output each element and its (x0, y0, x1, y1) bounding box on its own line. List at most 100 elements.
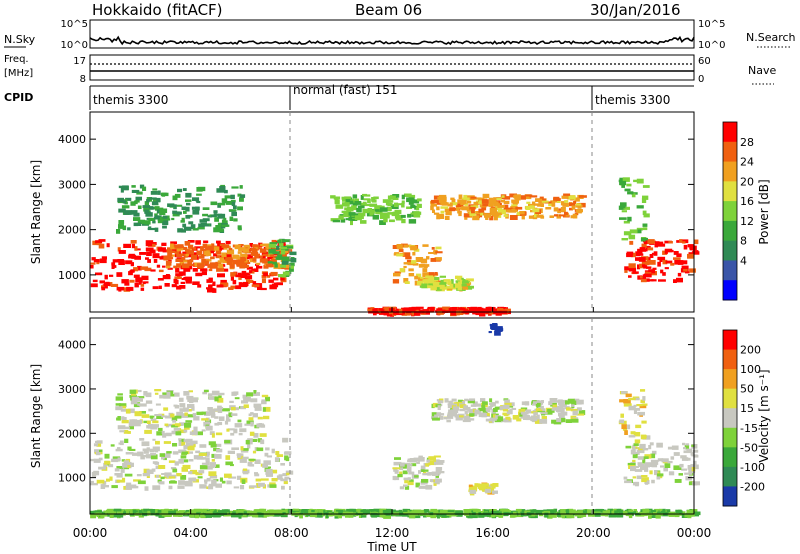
data-cell (215, 255, 223, 259)
data-cell (202, 218, 210, 222)
data-cell (693, 460, 697, 465)
data-cell (138, 510, 143, 513)
data-cell (268, 248, 276, 254)
data-cell (232, 511, 236, 515)
data-cell (427, 510, 432, 514)
data-cell (369, 211, 374, 216)
data-cell (217, 408, 223, 413)
data-cell (463, 509, 472, 513)
data-cell (173, 278, 178, 284)
data-cell (233, 218, 238, 222)
data-cell (125, 260, 133, 265)
data-cell (216, 284, 224, 288)
data-cell (379, 207, 388, 212)
data-cell (96, 440, 103, 444)
data-cell (626, 183, 632, 187)
data-cell (693, 239, 699, 245)
data-cell (254, 255, 260, 259)
data-cell (501, 209, 506, 215)
data-cell (192, 247, 197, 250)
data-cell (676, 510, 683, 514)
data-cell (229, 257, 234, 260)
data-cell (557, 400, 565, 406)
data-cell (636, 449, 645, 454)
data-cell (516, 418, 522, 422)
data-cell (204, 480, 208, 484)
data-cell (186, 395, 194, 400)
data-cell (633, 509, 637, 512)
data-cell (206, 477, 211, 482)
data-cell (189, 513, 195, 518)
data-cell (488, 197, 494, 201)
data-cell (439, 510, 448, 515)
data-cell (135, 196, 142, 201)
data-cell (655, 513, 661, 519)
date-title: 30/Jan/2016 (590, 1, 681, 19)
data-cell (145, 243, 153, 247)
data-cell (154, 213, 158, 216)
data-cell (493, 311, 497, 314)
data-cell (497, 416, 504, 422)
data-cell (137, 403, 141, 406)
data-cell (519, 211, 525, 215)
data-cell (647, 239, 655, 244)
data-cell (225, 240, 231, 245)
data-cell (211, 459, 215, 462)
data-cell (144, 486, 149, 491)
data-cell (145, 392, 152, 398)
data-cell (530, 509, 535, 514)
data-cell (152, 188, 158, 191)
data-cell (117, 197, 124, 203)
data-cell (457, 277, 462, 281)
data-cell (183, 444, 190, 450)
data-cell (131, 396, 140, 401)
data-cell (636, 253, 644, 256)
x-tick-label: 20:00 (576, 526, 611, 540)
data-cell (283, 263, 290, 269)
data-cell (463, 213, 470, 218)
data-cell (218, 392, 225, 396)
data-cell (162, 433, 167, 438)
data-cell (408, 201, 414, 205)
data-cell (358, 205, 365, 209)
data-cell (417, 281, 424, 286)
data-cell (520, 195, 526, 200)
data-cell (496, 197, 502, 200)
data-cell (242, 456, 249, 460)
data-cell (616, 513, 624, 518)
data-cell (627, 424, 631, 430)
data-cell (218, 263, 224, 269)
data-cell (215, 483, 222, 488)
data-cell (402, 470, 408, 475)
data-cell (133, 222, 139, 227)
data-cell (202, 508, 209, 513)
data-cell (624, 509, 632, 514)
data-cell (205, 260, 209, 265)
data-cell (641, 198, 647, 203)
data-cell (202, 391, 207, 395)
data-cell (493, 408, 498, 413)
data-cell (681, 239, 689, 244)
data-cell (529, 195, 538, 198)
data-cell (447, 203, 453, 207)
data-cell (471, 208, 475, 214)
data-cell (250, 247, 256, 252)
data-cell (395, 217, 403, 221)
data-cell (526, 201, 531, 204)
data-cell (102, 485, 109, 488)
data-cell (221, 244, 230, 248)
data-cell (259, 248, 267, 253)
data-cell (99, 258, 107, 264)
data-cell (107, 511, 115, 515)
data-cell (408, 268, 414, 272)
data-cell (504, 399, 510, 405)
data-cell (116, 286, 125, 291)
data-cell (636, 227, 643, 231)
data-cell (469, 206, 476, 210)
data-cell (489, 402, 494, 406)
data-cell (432, 281, 441, 285)
data-cell (387, 212, 395, 215)
data-cell (489, 488, 494, 493)
data-cell (222, 220, 228, 224)
data-cell (399, 471, 403, 476)
